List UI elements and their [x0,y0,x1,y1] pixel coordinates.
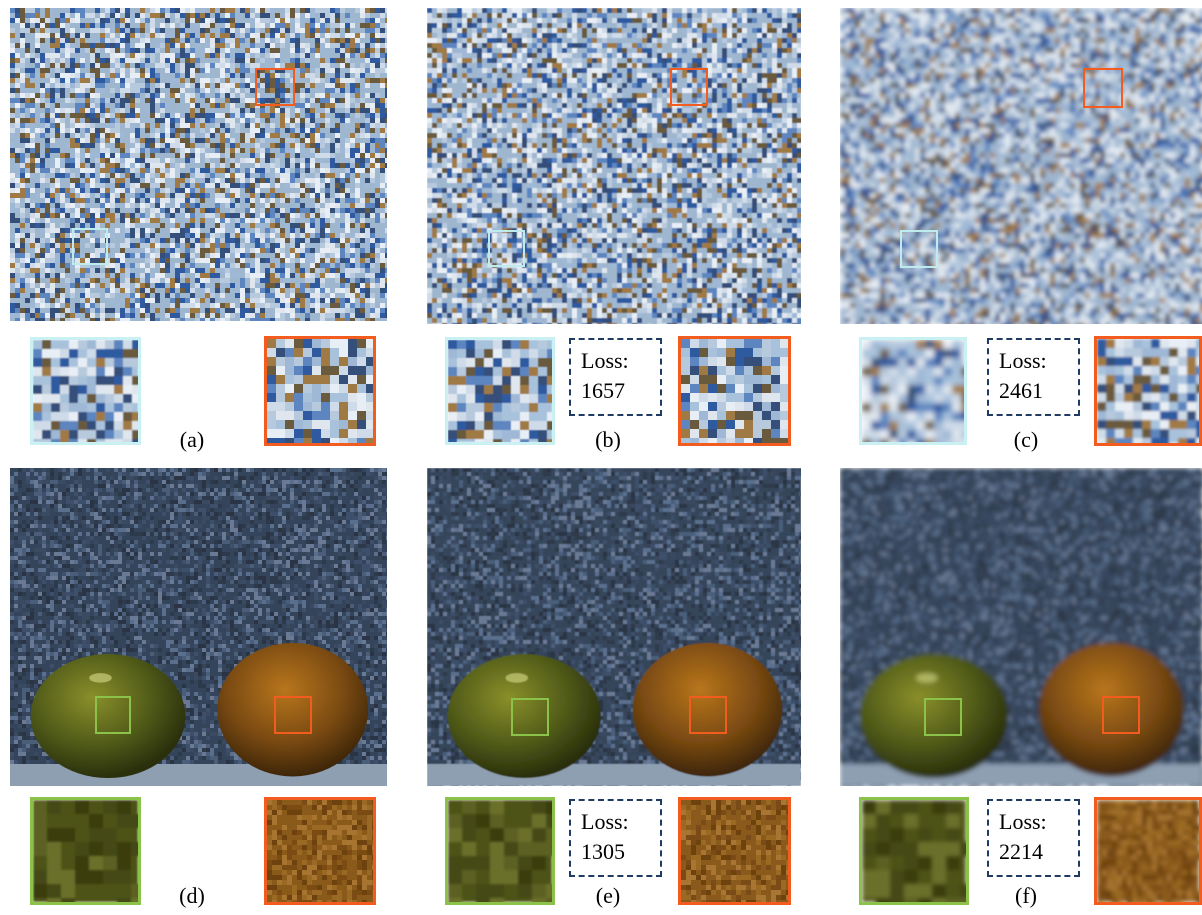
panel-f-image [840,468,1202,786]
panel-d-image [10,468,387,786]
loss-label: Loss: [581,346,660,376]
loss-label: Loss: [999,346,1078,376]
loss-label: Loss: [999,807,1078,837]
panel-c-image [840,8,1202,324]
loss-value: 2214 [999,837,1078,867]
panel-a-image [10,8,387,321]
caption-f: (f) [996,883,1056,909]
caption-d: (d) [162,883,222,909]
zoom-orange-a [264,336,376,446]
loss-label: Loss: [581,807,660,837]
loss-box-f: Loss: 2214 [987,799,1080,877]
zoom-green-e [445,797,555,905]
zoom-cyan-a [30,337,141,445]
loss-box-b: Loss: 1657 [569,338,662,416]
caption-b: (b) [578,427,638,453]
zoom-orange-f [1094,797,1202,905]
caption-e: (e) [578,883,638,909]
zoom-orange-e [678,797,791,905]
zoom-orange-b [678,336,791,446]
caption-a: (a) [162,427,222,453]
zoom-orange-c [1094,336,1202,446]
loss-value: 1657 [581,376,660,406]
loss-box-e: Loss: 1305 [569,799,662,877]
caption-c: (c) [996,427,1056,453]
zoom-orange-d [264,797,376,905]
zoom-green-f [859,797,969,905]
panel-b-image [427,8,801,324]
zoom-cyan-c [859,337,967,445]
loss-box-c: Loss: 2461 [987,338,1080,416]
zoom-green-d [30,797,141,905]
loss-value: 1305 [581,837,660,867]
loss-value: 2461 [999,376,1078,406]
zoom-cyan-b [445,337,555,445]
panel-e-image [427,468,801,786]
